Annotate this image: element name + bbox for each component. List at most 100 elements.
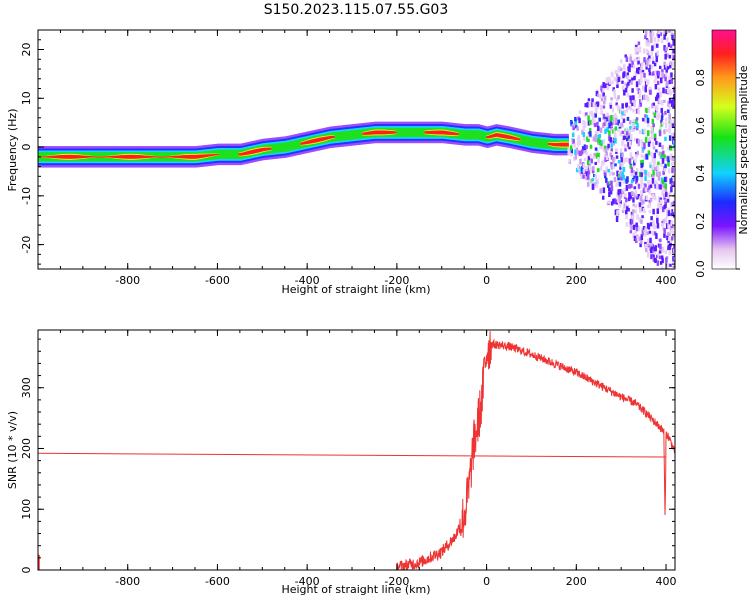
spectrogram-ridge-cell <box>530 137 533 147</box>
spectrogram-noise-cell <box>671 167 674 174</box>
spectrogram-noise-cell <box>603 95 607 101</box>
spectrogram-noise-cell <box>644 118 647 124</box>
spectrogram-ridge-cell <box>514 137 517 140</box>
spectrogram-noise-cell <box>576 141 580 147</box>
spectrogram-noise-cell <box>589 164 592 171</box>
spectrogram-ridge-cell <box>93 156 96 158</box>
spectrogram-noise-cell <box>661 72 664 78</box>
spectrogram-noise-cell <box>656 166 659 171</box>
spectrogram-noise-cell <box>672 177 675 182</box>
spectrogram-ridge-cell <box>272 143 275 154</box>
spectrogram-ridge-cell <box>161 156 164 158</box>
spectrogram-noise-cell <box>637 41 641 46</box>
spectrogram-noise-cell <box>649 197 653 202</box>
spectrogram-noise-cell <box>668 62 672 69</box>
spectrogram-ridge-cell <box>464 130 467 140</box>
spectrogram-ridge-cell <box>488 135 491 139</box>
spectrogram-noise-cell <box>586 174 590 180</box>
spectrogram-noise-cell <box>645 59 649 66</box>
snr-y-tick-label: 200 <box>20 438 33 459</box>
spectrogram-noise-cell <box>608 191 611 197</box>
spectrogram-noise-cell <box>644 34 647 39</box>
spectrogram-ridge-cell <box>202 154 205 158</box>
spectrogram-ridge-cell <box>153 156 156 158</box>
spectrogram-noise-cell <box>648 71 652 76</box>
spectrogram-noise-cell <box>640 98 643 103</box>
spectrogram-noise-cell <box>597 168 600 173</box>
spectrogram-ridge-cell <box>424 131 427 134</box>
spectrogram-ridge-cell <box>180 155 183 159</box>
spectrogram-ridge-cell <box>529 137 532 147</box>
spectrogram-ridge-cell <box>307 140 310 144</box>
spectrogram-noise-cell <box>570 152 573 157</box>
spectrogram-ridge-cell <box>280 142 283 153</box>
spectrogram-noise-cell <box>673 24 676 29</box>
spectrogram-noise-cell <box>641 230 645 236</box>
spectrogram-ridge-cell <box>188 154 191 159</box>
spectrogram-noise-cell <box>633 138 637 142</box>
spectrogram-noise-cell <box>654 83 658 90</box>
spectrogram-noise-cell <box>597 157 600 163</box>
spectrogram-ridge-cell <box>311 139 314 144</box>
spectrogram-ridge-cell <box>441 130 444 135</box>
spectrogram-ridge-cell <box>300 142 303 145</box>
spectrogram-noise-cell <box>622 206 626 211</box>
spectrogram-noise-cell <box>669 263 672 267</box>
spectrogram-ridge-cell <box>187 154 190 159</box>
spectrogram-noise-cell <box>630 80 633 85</box>
spectrogram-ridge-cell <box>285 142 288 152</box>
spectrogram-noise-cell <box>629 56 633 63</box>
spectrogram-noise-cell <box>619 148 623 154</box>
spectrogram-noise-cell <box>607 200 610 205</box>
spectrogram-noise-cell <box>582 174 585 179</box>
spectrogram-ridge-cell <box>342 131 345 141</box>
spectrogram-noise-cell <box>651 111 655 115</box>
spectrogram-ridge-cell <box>42 156 44 158</box>
spectrogram-noise-cell <box>627 142 630 147</box>
spectrogram-noise-cell <box>585 112 588 116</box>
spectrogram-noise-cell <box>625 102 628 109</box>
spectrogram-noise-cell <box>596 121 599 128</box>
spectrogram-noise-cell <box>657 151 661 156</box>
spectrogram-ridge-cell <box>176 155 179 158</box>
spectrogram-noise-cell <box>627 207 630 212</box>
spectrogram-ridge-cell <box>55 155 58 159</box>
spectrogram-noise-cell <box>672 230 675 237</box>
spectrogram-ridge-cell <box>526 136 529 146</box>
spectrogram-ridge-cell <box>164 156 167 158</box>
spectrogram-noise-cell <box>648 202 651 208</box>
spectrogram-ridge-cell <box>492 133 495 138</box>
spectrogram-noise-cell <box>668 15 671 20</box>
spectrogram-noise-cell <box>659 21 662 24</box>
spectrogram-noise-cell <box>667 18 670 21</box>
spectrogram-noise-cell <box>596 178 599 185</box>
snr-reference-line <box>38 452 667 458</box>
spectrogram-ridge-cell <box>163 156 166 158</box>
spectrogram-ridge-cell <box>273 143 276 153</box>
spectrogram-noise-cell <box>628 145 631 150</box>
spectrogram-noise-cell <box>646 251 650 258</box>
spectrogram-noise-cell <box>617 119 621 126</box>
spectrogram-ridge-cell <box>206 154 209 157</box>
spectrogram-noise-cell <box>610 97 613 101</box>
spectrogram-noise-cell <box>669 228 672 234</box>
spectrogram-x-tick-label: 400 <box>656 274 677 287</box>
spectrogram-noise-cell <box>657 112 661 119</box>
spectrogram-noise-cell <box>623 66 626 71</box>
spectrogram-noise-cell <box>638 236 642 242</box>
spectrogram-noise-cell <box>634 209 637 214</box>
spectrogram-noise-cell <box>641 69 645 75</box>
spectrogram-ridge-cell <box>198 154 201 159</box>
spectrogram-y-tick-label: -20 <box>20 236 33 254</box>
spectrogram-noise-cell <box>663 65 667 70</box>
snr-x-tick-label: -200 <box>384 575 409 588</box>
spectrogram-noise-cell <box>672 97 675 103</box>
spectrogram-noise-cell <box>602 87 605 92</box>
spectrogram-noise-cell <box>665 81 669 87</box>
spectrogram-noise-cell <box>625 209 628 215</box>
spectrogram-noise-cell <box>621 111 624 116</box>
spectrogram-noise-cell <box>660 266 664 269</box>
spectrogram-ridge-cell <box>229 149 232 160</box>
spectrogram-ridge-cell <box>455 132 458 136</box>
spectrogram-noise-cell <box>621 85 625 92</box>
